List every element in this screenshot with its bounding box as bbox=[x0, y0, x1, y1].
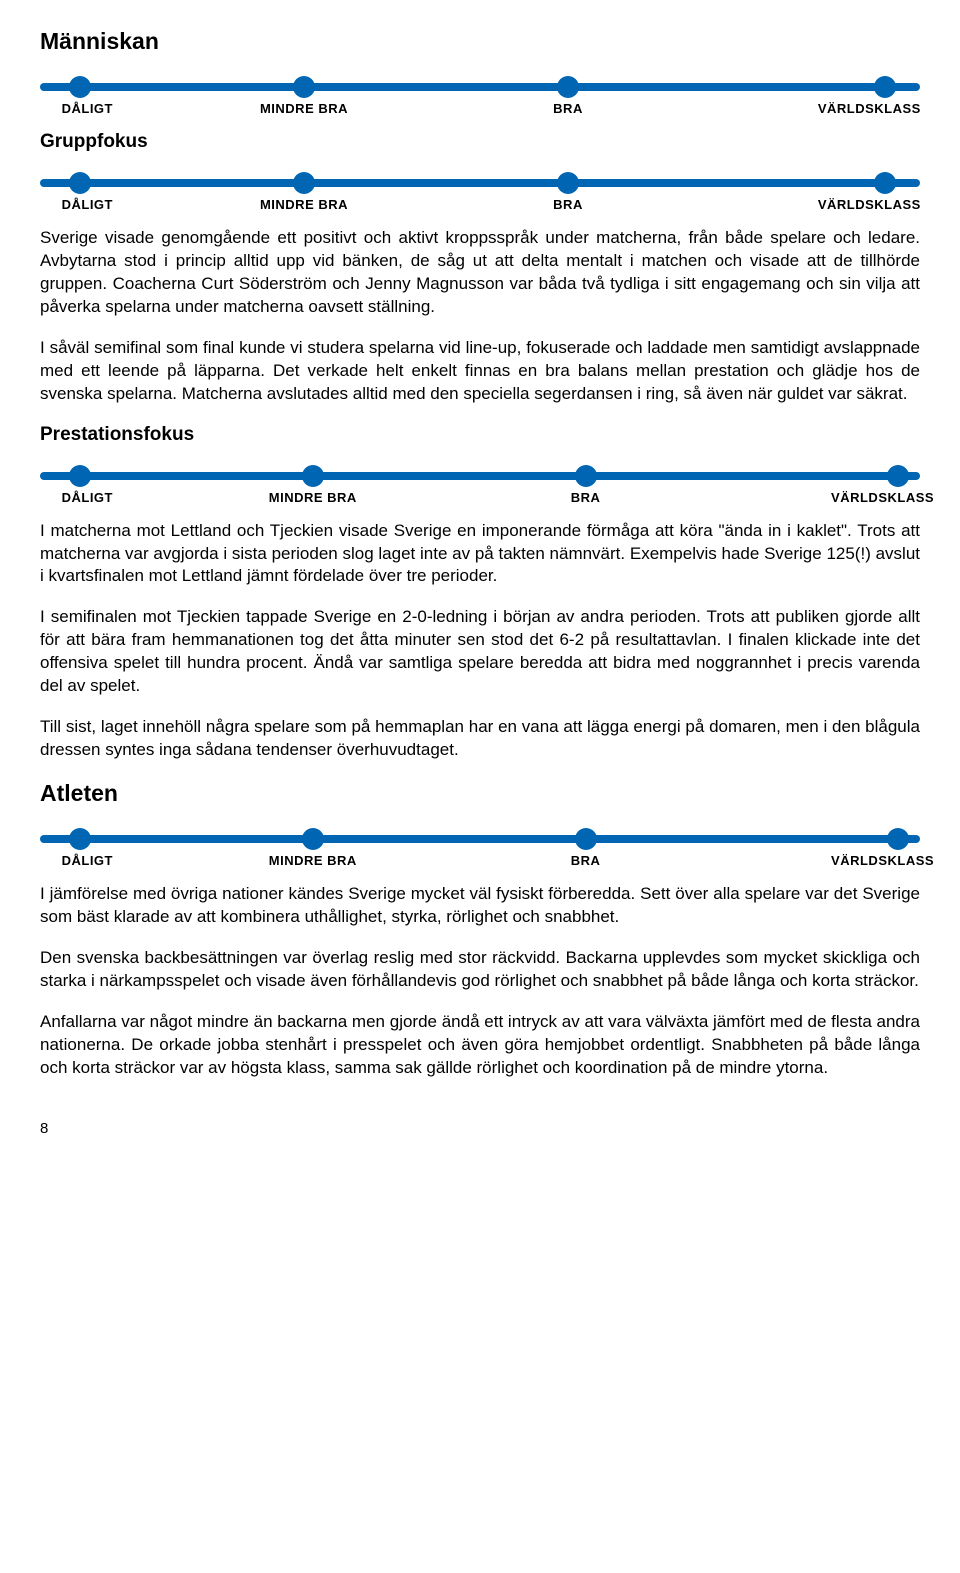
slider-dot-1 bbox=[302, 465, 324, 487]
slider-label-0: DÅLIGT bbox=[62, 853, 113, 868]
slider-label-3: VÄRLDSKLASS bbox=[831, 490, 934, 505]
slider-label-1: MINDRE BRA bbox=[260, 101, 348, 116]
paragraph: I jämförelse med övriga nationer kändes … bbox=[40, 883, 920, 929]
slider-dot-1 bbox=[302, 828, 324, 850]
slider-label-1: MINDRE BRA bbox=[260, 197, 348, 212]
slider-dot-0 bbox=[69, 172, 91, 194]
slider-dot-0 bbox=[69, 465, 91, 487]
slider-dot-0 bbox=[69, 828, 91, 850]
slider-label-3: VÄRLDSKLASS bbox=[831, 853, 934, 868]
paragraph: I matcherna mot Lettland och Tjeckien vi… bbox=[40, 520, 920, 589]
page-number: 8 bbox=[40, 1120, 920, 1137]
slider-dot-3 bbox=[874, 172, 896, 194]
slider-label-0: DÅLIGT bbox=[62, 490, 113, 505]
paragraph: I såväl semifinal som final kunde vi stu… bbox=[40, 337, 920, 406]
paragraph: Till sist, laget innehöll några spelare … bbox=[40, 716, 920, 762]
slider-track bbox=[40, 179, 920, 187]
paragraph: I semifinalen mot Tjeckien tappade Sveri… bbox=[40, 606, 920, 698]
slider-manniskan: DÅLIGT MINDRE BRA BRA VÄRLDSKLASS bbox=[40, 71, 920, 123]
slider-track bbox=[40, 835, 920, 843]
slider-dot-3 bbox=[887, 828, 909, 850]
slider-prestationsfokus: DÅLIGT MINDRE BRA BRA VÄRLDSKLASS bbox=[40, 460, 920, 512]
slider-label-2: BRA bbox=[571, 853, 601, 868]
slider-dot-3 bbox=[874, 76, 896, 98]
slider-label-2: BRA bbox=[571, 490, 601, 505]
section-heading-atleten: Atleten bbox=[40, 780, 920, 807]
slider-dot-1 bbox=[293, 172, 315, 194]
section-heading-manniskan: Människan bbox=[40, 28, 920, 55]
slider-label-0: DÅLIGT bbox=[62, 197, 113, 212]
section-heading-prestationsfokus: Prestationsfokus bbox=[40, 424, 920, 446]
slider-label-1: MINDRE BRA bbox=[269, 490, 357, 505]
slider-label-1: MINDRE BRA bbox=[269, 853, 357, 868]
slider-gruppfokus: DÅLIGT MINDRE BRA BRA VÄRLDSKLASS bbox=[40, 167, 920, 219]
slider-label-0: DÅLIGT bbox=[62, 101, 113, 116]
slider-track bbox=[40, 83, 920, 91]
slider-track bbox=[40, 472, 920, 480]
paragraph: Sverige visade genomgående ett positivt … bbox=[40, 227, 920, 319]
slider-dot-0 bbox=[69, 76, 91, 98]
slider-dot-2 bbox=[575, 465, 597, 487]
slider-label-3: VÄRLDSKLASS bbox=[818, 197, 921, 212]
paragraph: Anfallarna var något mindre än backarna … bbox=[40, 1011, 920, 1080]
section-heading-gruppfokus: Gruppfokus bbox=[40, 131, 920, 153]
slider-dot-3 bbox=[887, 465, 909, 487]
slider-dot-1 bbox=[293, 76, 315, 98]
slider-label-3: VÄRLDSKLASS bbox=[818, 101, 921, 116]
slider-dot-2 bbox=[557, 172, 579, 194]
slider-dot-2 bbox=[557, 76, 579, 98]
slider-label-2: BRA bbox=[553, 101, 583, 116]
slider-atleten: DÅLIGT MINDRE BRA BRA VÄRLDSKLASS bbox=[40, 823, 920, 875]
slider-label-2: BRA bbox=[553, 197, 583, 212]
slider-dot-2 bbox=[575, 828, 597, 850]
paragraph: Den svenska backbesättningen var överlag… bbox=[40, 947, 920, 993]
